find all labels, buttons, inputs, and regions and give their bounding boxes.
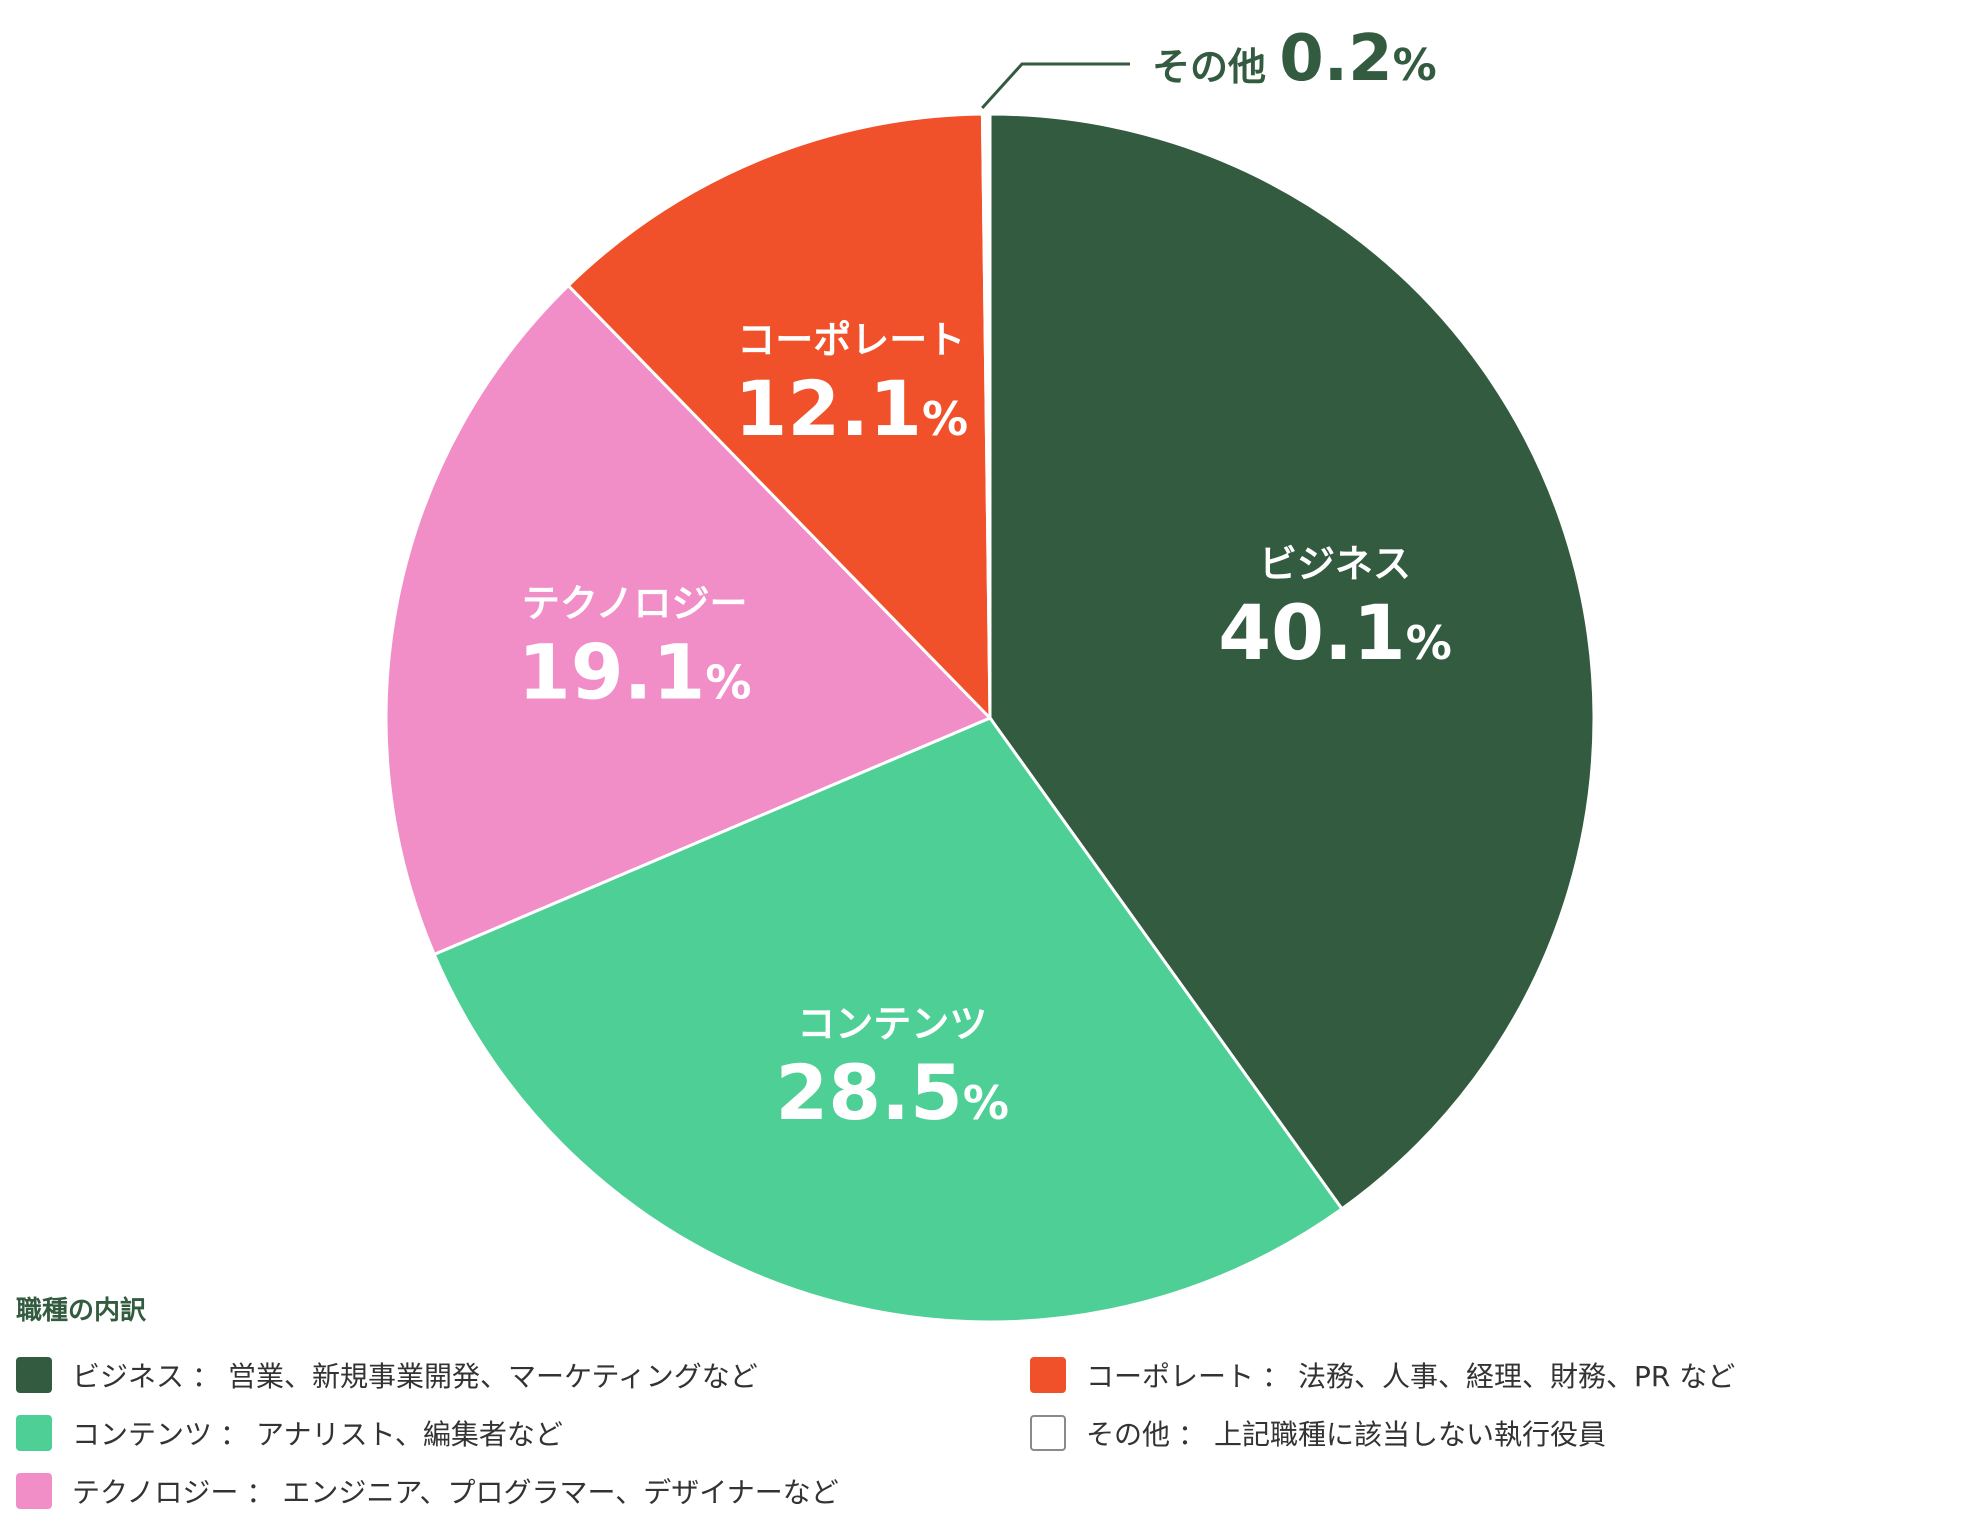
legend-separator: ： bbox=[1262, 1360, 1291, 1393]
slice-label-value-content: 28.5% bbox=[775, 1048, 1009, 1137]
pie-slices bbox=[384, 112, 1596, 1324]
legend-desc: 営業、新規事業開発、マーケティングなど bbox=[228, 1360, 758, 1393]
slice-label-value-technology: 19.1% bbox=[518, 628, 752, 717]
pie-slice-content bbox=[432, 716, 1345, 1324]
legend-swatch-business bbox=[16, 1357, 52, 1393]
legend-separator: ： bbox=[192, 1360, 221, 1393]
pie-slice-corporate bbox=[566, 112, 992, 722]
legend-desc: アナリスト、編集者など bbox=[256, 1418, 563, 1451]
legend-swatch-technology bbox=[16, 1473, 52, 1509]
legend-item-business: ビジネス：営業、新規事業開発、マーケティングなど bbox=[16, 1355, 758, 1395]
slice-label-name-technology: テクノロジー bbox=[522, 582, 748, 626]
legend-item-corporate: コーポレート：法務、人事、経理、財務、PR など bbox=[1030, 1355, 1735, 1395]
legend-desc: エンジニア、プログラマー、デザイナーなど bbox=[282, 1476, 839, 1509]
slice-label-value-business: 40.1% bbox=[1218, 588, 1452, 677]
slice-label-name-content: コンテンツ bbox=[797, 1002, 987, 1046]
legend-separator: ： bbox=[246, 1476, 275, 1509]
legend-swatch-corporate bbox=[1030, 1357, 1066, 1393]
callout-line-other bbox=[981, 62, 1130, 110]
legend-name: コンテンツ bbox=[72, 1418, 213, 1451]
slice-label-name-corporate: コーポレート bbox=[737, 318, 965, 362]
legend-name: ビジネス bbox=[72, 1360, 185, 1393]
legend-desc: 上記職種に該当しない執行役員 bbox=[1214, 1418, 1607, 1451]
legend-item-content: コンテンツ：アナリスト、編集者など bbox=[16, 1413, 563, 1453]
pie-slice-business bbox=[988, 112, 1596, 1211]
legend-name: テクノロジー bbox=[72, 1476, 239, 1509]
legend-name: コーポレート bbox=[1086, 1360, 1255, 1393]
slice-label-name-business: ビジネス bbox=[1259, 542, 1411, 586]
slice-label-other: その他 0.2% bbox=[1152, 22, 1437, 96]
legend-swatch-content bbox=[16, 1415, 52, 1451]
legend-separator: ： bbox=[1178, 1418, 1207, 1451]
pie-slice-other bbox=[980, 112, 992, 719]
pie-slice-technology bbox=[384, 283, 993, 957]
legend-swatch-other bbox=[1030, 1415, 1066, 1451]
callout-leader bbox=[981, 62, 1130, 110]
legend-desc: 法務、人事、経理、財務、PR など bbox=[1298, 1360, 1736, 1393]
legend-item-technology: テクノロジー：エンジニア、プログラマー、デザイナーなど bbox=[16, 1471, 839, 1511]
legend-title: 職種の内訳 bbox=[16, 1296, 147, 1326]
legend-separator: ： bbox=[220, 1418, 249, 1451]
legend-name: その他 bbox=[1086, 1418, 1171, 1451]
legend-item-other: その他：上記職種に該当しない執行役員 bbox=[1030, 1413, 1606, 1453]
slice-label-value-corporate: 12.1% bbox=[734, 364, 968, 453]
